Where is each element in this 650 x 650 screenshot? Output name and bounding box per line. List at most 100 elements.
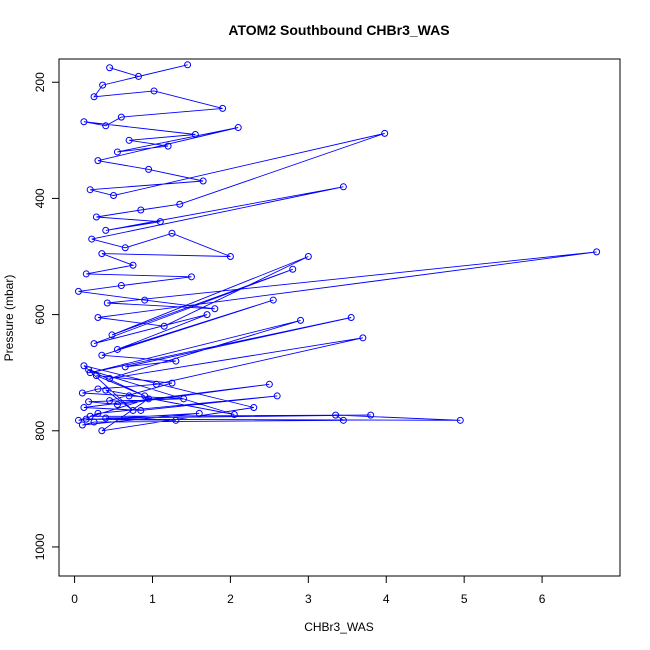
- data-point: [168, 229, 176, 237]
- data-point: [82, 415, 90, 423]
- chart-title: ATOM2 Southbound CHBr3_WAS: [228, 22, 449, 38]
- data-point: [176, 200, 184, 208]
- data-point: [90, 418, 98, 426]
- y-tick-label: 800: [33, 420, 47, 440]
- data-point: [78, 389, 86, 397]
- data-point: [80, 118, 88, 126]
- data-point: [90, 93, 98, 101]
- data-point: [219, 104, 227, 112]
- data-point: [187, 273, 195, 281]
- data-point: [593, 248, 601, 256]
- data-point: [92, 372, 100, 380]
- data-point: [102, 386, 110, 394]
- data-point: [102, 226, 110, 234]
- x-tick-label: 2: [227, 592, 234, 606]
- x-axis: 0 1 2 3 4 5 6: [71, 575, 546, 606]
- data-point: [172, 357, 180, 365]
- x-tick-label: 5: [461, 592, 468, 606]
- data-point: [110, 192, 118, 200]
- data-series: [74, 61, 601, 435]
- data-point: [113, 401, 121, 409]
- data-point: [113, 345, 121, 353]
- data-point: [265, 380, 273, 388]
- data-point: [94, 157, 102, 165]
- data-point: [269, 296, 277, 304]
- data-point: [226, 253, 234, 261]
- data-point: [339, 183, 347, 191]
- data-point: [141, 392, 149, 400]
- data-point: [103, 299, 111, 307]
- data-point: [367, 411, 375, 419]
- data-point: [289, 265, 297, 273]
- data-point: [145, 165, 153, 173]
- data-point: [74, 416, 82, 424]
- plot-frame: [58, 58, 621, 577]
- data-point: [195, 409, 203, 417]
- data-point: [92, 213, 100, 221]
- data-point: [129, 406, 137, 414]
- data-point: [191, 131, 199, 139]
- data-point: [113, 148, 121, 156]
- data-point: [99, 81, 107, 89]
- data-point: [304, 253, 312, 261]
- data-point: [121, 244, 129, 252]
- data-point: [121, 363, 129, 371]
- data-point: [106, 397, 114, 405]
- data-point: [94, 385, 102, 393]
- data-point: [160, 322, 168, 330]
- x-tick-label: 6: [539, 592, 546, 606]
- y-tick-label: 600: [33, 304, 47, 324]
- data-point: [156, 218, 164, 226]
- data-point: [152, 380, 160, 388]
- data-point: [339, 416, 347, 424]
- data-point: [211, 305, 219, 313]
- data-point: [94, 314, 102, 321]
- data-point: [74, 287, 82, 295]
- y-axis: 200 400 600 800 1000: [33, 72, 60, 560]
- data-point: [203, 311, 211, 319]
- x-tick-label: 0: [71, 592, 78, 606]
- x-axis-label: CHBr3_WAS: [304, 620, 374, 634]
- data-point: [297, 316, 305, 324]
- data-point: [80, 404, 88, 412]
- x-tick-label: 3: [305, 592, 312, 606]
- data-point: [88, 235, 96, 243]
- data-point: [90, 340, 98, 348]
- y-tick-label: 200: [33, 72, 47, 92]
- data-point: [456, 416, 464, 424]
- data-point: [94, 409, 102, 417]
- data-point: [98, 427, 106, 435]
- data-point: [137, 406, 145, 414]
- data-point: [102, 122, 110, 130]
- y-tick-label: 400: [33, 188, 47, 208]
- data-point: [199, 177, 207, 185]
- data-point: [141, 296, 149, 304]
- x-tick-label: 4: [383, 592, 390, 606]
- data-point: [98, 351, 106, 359]
- data-point: [98, 250, 106, 258]
- data-point: [134, 72, 142, 80]
- data-point: [234, 124, 242, 132]
- data-point: [85, 366, 93, 374]
- data-point: [106, 374, 114, 382]
- series-line: [78, 64, 597, 432]
- data-point: [117, 113, 125, 121]
- data-point: [359, 334, 367, 342]
- data-point: [125, 392, 133, 400]
- data-point: [184, 61, 192, 69]
- data-point: [80, 362, 88, 370]
- data-point: [86, 186, 94, 194]
- data-point: [117, 282, 125, 290]
- data-point: [250, 404, 258, 412]
- y-tick-label: 1000: [33, 533, 47, 560]
- data-point: [78, 421, 86, 429]
- data-point: [230, 411, 238, 419]
- data-point: [273, 392, 281, 400]
- data-point: [150, 87, 158, 95]
- data-point: [332, 411, 340, 419]
- x-tick-label: 1: [149, 592, 156, 606]
- data-point: [85, 398, 93, 406]
- data-point: [168, 379, 176, 387]
- data-point: [172, 416, 180, 424]
